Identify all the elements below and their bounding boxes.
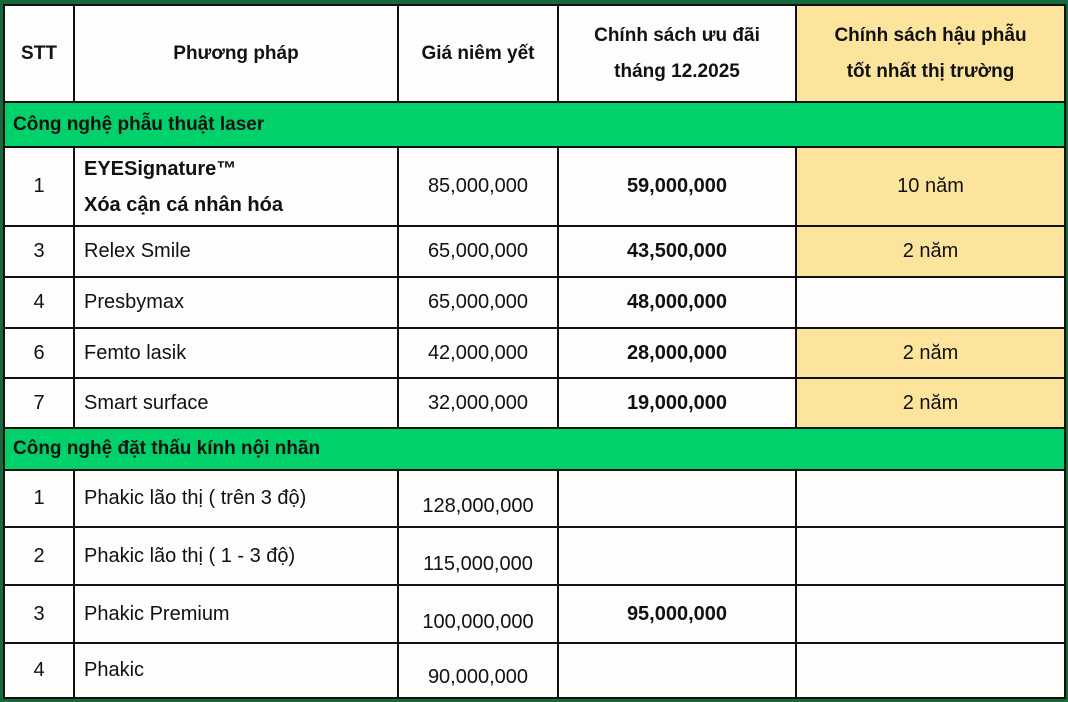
promo-price-cell (557, 526, 797, 586)
method-cell: Femto lasik (73, 327, 399, 379)
aftercare-cell (795, 469, 1066, 528)
list-price-cell: 115,000,000 (397, 526, 559, 586)
method-cell: Phakic lão thị ( trên 3 độ) (73, 469, 399, 528)
stt-cell: 3 (3, 225, 75, 278)
method-cell: Smart surface (73, 377, 399, 429)
list-price-cell: 100,000,000 (397, 584, 559, 644)
stt-cell: 4 (3, 642, 75, 699)
header-aftercare-line2: tốt nhất thị trường (846, 60, 1015, 82)
promo-price-cell: 19,000,000 (557, 377, 797, 429)
stt-cell: 4 (3, 276, 75, 329)
promo-price-cell (557, 642, 797, 699)
table-row: 7 Smart surface 32,000,000 19,000,000 2 năm (3, 377, 1066, 429)
promo-price-cell: 43,500,000 (557, 225, 797, 278)
method-cell: Phakic (73, 642, 399, 699)
method-cell: EYESignature™ Xóa cận cá nhân hóa (73, 146, 399, 227)
aftercare-cell: 2 năm (795, 327, 1066, 379)
list-price-cell: 42,000,000 (397, 327, 559, 379)
stt-cell: 2 (3, 526, 75, 586)
list-price-cell: 32,000,000 (397, 377, 559, 429)
section-row: Công nghệ đặt thấu kính nội nhãn (3, 427, 1066, 471)
list-price-cell: 85,000,000 (397, 146, 559, 227)
aftercare-cell: 2 năm (795, 225, 1066, 278)
stt-cell: 3 (3, 584, 75, 644)
list-price-cell: 65,000,000 (397, 276, 559, 329)
promo-price-cell (557, 469, 797, 528)
header-promo-line2: tháng 12.2025 (614, 60, 740, 82)
table-row: 1 Phakic lão thị ( trên 3 độ) 128,000,000 (3, 469, 1066, 528)
stt-cell: 1 (3, 469, 75, 528)
table-row: 3 Phakic Premium 100,000,000 95,000,000 (3, 584, 1066, 644)
table-row: 1 EYESignature™ Xóa cận cá nhân hóa 85,000,… (3, 146, 1066, 227)
table-row: 2 Phakic lão thị ( 1 - 3 độ) 115,000,000 (3, 526, 1066, 586)
header-stt: STT (3, 4, 75, 103)
method-cell: Relex Smile (73, 225, 399, 278)
list-price-cell: 128,000,000 (397, 469, 559, 528)
list-price-cell: 65,000,000 (397, 225, 559, 278)
table-row: 4 Presbymax 65,000,000 48,000,000 (3, 276, 1066, 329)
method-cell: Phakic Premium (73, 584, 399, 644)
aftercare-cell: 10 năm (795, 146, 1066, 227)
table-row: 6 Femto lasik 42,000,000 28,000,000 2 năm (3, 327, 1066, 379)
header-promo-line1: Chính sách ưu đãi (594, 24, 760, 46)
aftercare-cell: 2 năm (795, 377, 1066, 429)
promo-price-cell: 59,000,000 (557, 146, 797, 227)
header-aftercare: Chính sách hậu phẫu tốt nhất thị trường (795, 4, 1066, 103)
table-row: 3 Relex Smile 65,000,000 43,500,000 2 năm (3, 225, 1066, 278)
section-title: Công nghệ đặt thấu kính nội nhãn (3, 427, 1066, 471)
header-aftercare-line1: Chính sách hậu phẫu (834, 24, 1027, 46)
aftercare-cell (795, 526, 1066, 586)
header-method: Phương pháp (73, 4, 399, 103)
promo-price-cell: 28,000,000 (557, 327, 797, 379)
table-row: 4 Phakic 90,000,000 (3, 642, 1066, 699)
header-list-price: Giá niêm yết (397, 4, 559, 103)
section-row: Công nghệ phẫu thuật laser (3, 101, 1066, 148)
method-subtitle: Xóa cận cá nhân hóa (84, 193, 283, 216)
promo-price-cell: 48,000,000 (557, 276, 797, 329)
stt-cell: 1 (3, 146, 75, 227)
price-table: STT Phương pháp Giá niêm yết Chính sách … (3, 4, 1066, 699)
header-promo: Chính sách ưu đãi tháng 12.2025 (557, 4, 797, 103)
stt-cell: 6 (3, 327, 75, 379)
aftercare-cell (795, 642, 1066, 699)
method-name: EYESignature™ (84, 157, 237, 180)
stt-cell: 7 (3, 377, 75, 429)
list-price-cell: 90,000,000 (397, 642, 559, 699)
aftercare-cell (795, 584, 1066, 644)
header-row: STT Phương pháp Giá niêm yết Chính sách … (3, 4, 1066, 103)
aftercare-cell (795, 276, 1066, 329)
method-cell: Phakic lão thị ( 1 - 3 độ) (73, 526, 399, 586)
section-title: Công nghệ phẫu thuật laser (3, 101, 1066, 148)
promo-price-cell: 95,000,000 (557, 584, 797, 644)
method-cell: Presbymax (73, 276, 399, 329)
